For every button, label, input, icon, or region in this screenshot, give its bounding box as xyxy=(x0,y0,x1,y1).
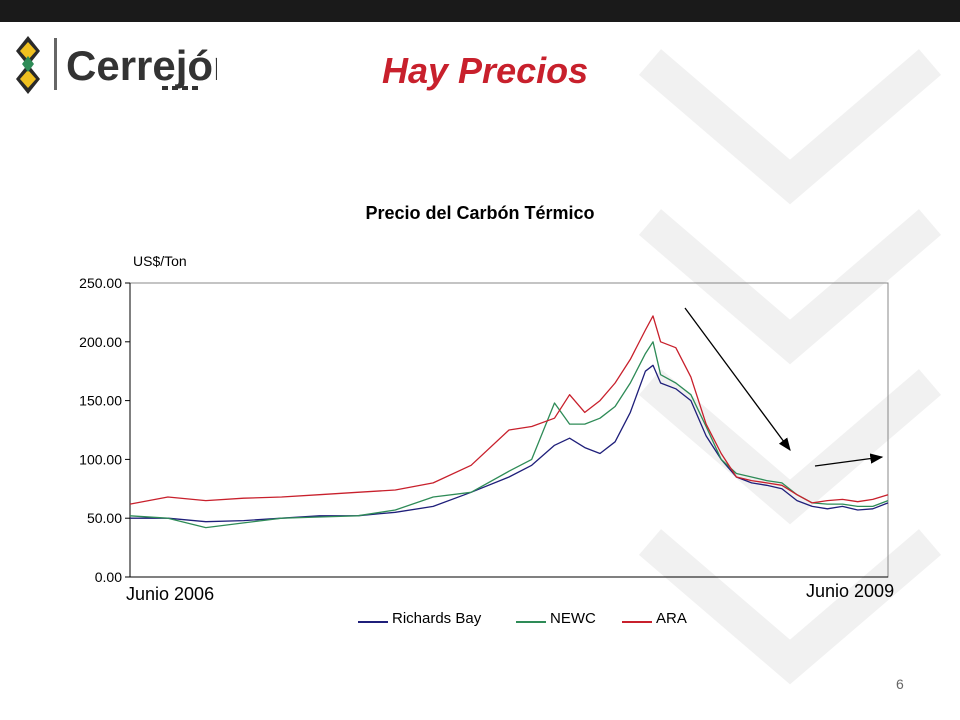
top-bar xyxy=(0,0,960,22)
y-axis-unit-label: US$/Ton xyxy=(133,253,187,269)
downtrend-arrow xyxy=(684,307,791,452)
legend-label: ARA xyxy=(656,610,687,627)
series-line-ara xyxy=(129,315,889,505)
legend-label: NEWC xyxy=(550,610,596,627)
y-tick-label: 200.00 xyxy=(79,334,122,350)
page-number: 6 xyxy=(896,676,904,692)
x-end-label: Junio 2009 xyxy=(806,581,895,601)
legend-label: Richards Bay xyxy=(392,610,482,627)
svg-text:Cerrejón: Cerrejón xyxy=(66,42,217,89)
y-tick-label: 100.00 xyxy=(79,451,122,467)
series-line-newc xyxy=(129,341,889,529)
cerrejon-logo: Cerrejón xyxy=(12,34,239,96)
recovery-arrow xyxy=(814,453,884,467)
chevron-watermark xyxy=(638,49,942,685)
x-start-label: Junio 2006 xyxy=(126,584,215,604)
slide-title: Hay Precios xyxy=(382,50,589,91)
legend-swatch xyxy=(358,621,388,623)
y-tick-label: 0.00 xyxy=(95,569,122,585)
logo-emblem-icon: Cerrejón xyxy=(16,36,239,94)
y-tick-label: 50.00 xyxy=(87,510,122,526)
chart-title: Precio del Carbón Térmico xyxy=(365,203,595,223)
legend-swatch xyxy=(622,621,652,623)
y-tick-label: 250.00 xyxy=(79,275,122,291)
y-tick-label: 150.00 xyxy=(79,393,122,409)
legend-swatch xyxy=(516,621,546,623)
